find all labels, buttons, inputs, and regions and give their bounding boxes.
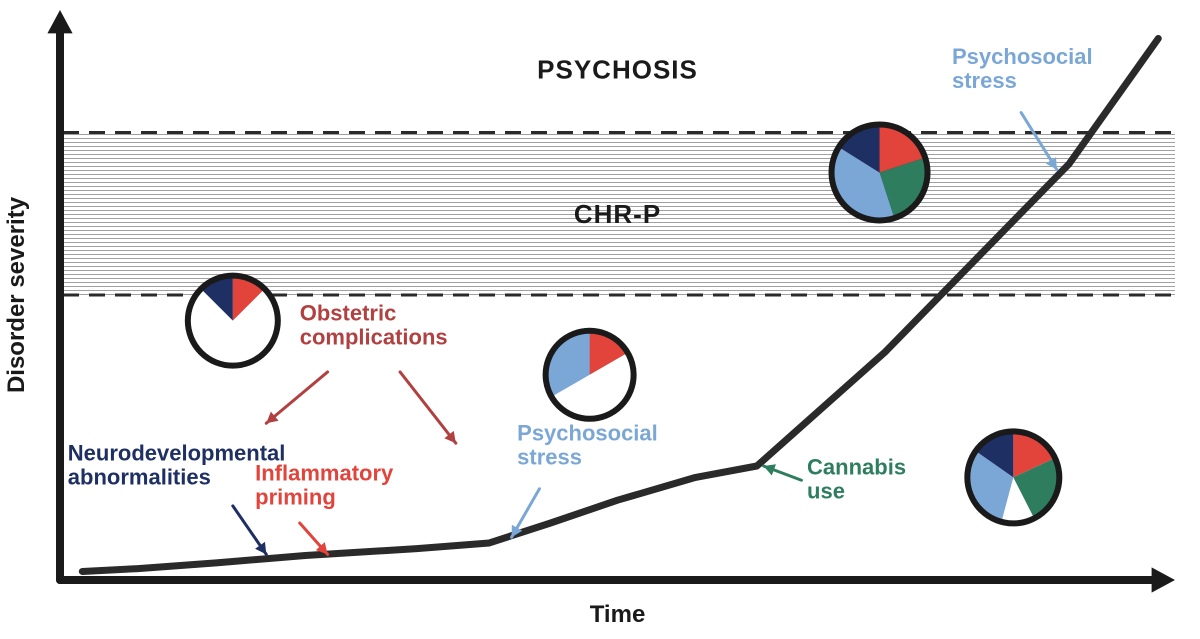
factor-label-line: stress [952,68,1017,93]
factor-label-psychosocial-stress-2: Psychosocialstress [952,44,1093,93]
arrow-psych2 [1021,113,1057,170]
x-axis-arrow [1152,567,1175,592]
x-axis-label: Time [590,601,646,628]
factor-label-psychosocial-stress-1: Psychosocialstress [517,420,658,469]
factor-label-line: abnormalities [68,464,211,489]
chr-p-band: CHR-P [63,133,1175,295]
arrow-obst-left [266,372,327,423]
factor-label-line: priming [255,484,336,509]
factor-label-line: Inflammatory [255,460,394,485]
pie-early [188,276,278,366]
chr-p-label: CHR-P [574,199,661,229]
arrow-cannabis [764,464,802,480]
pie-mid [546,331,634,419]
factor-label-line: Obstetric [300,301,397,326]
arrow-neuro [233,506,266,554]
factor-label-line: Cannabis [807,455,906,480]
factor-label-line: complications [300,325,448,350]
arrow-inflam [300,523,328,554]
factor-label-line: stress [517,444,582,469]
factor-label-line: Psychosocial [952,44,1093,69]
factor-label-inflammatory: Inflammatorypriming [255,460,394,509]
factor-label-cannabis: Cannabisuse [807,455,906,504]
y-axis-arrow [47,10,72,33]
y-axis-label: Disorder severity [3,196,30,393]
pie-cannabis [967,431,1059,523]
arrow-obst-right [400,372,456,443]
factor-label-neurodevelopmental: Neurodevelopmentalabnormalities [68,440,286,489]
psychosis-label: PSYCHOSIS [537,54,698,84]
factor-label-line: Neurodevelopmental [68,440,286,465]
pie-chr [832,124,928,220]
factor-label-line: use [807,479,845,504]
factor-label-line: Psychosocial [517,420,658,445]
factor-label-obstetric: Obstetriccomplications [300,301,448,350]
diagram-root: CHR-P PSYCHOSIS Time Disorder severity Obste… [0,0,1200,639]
